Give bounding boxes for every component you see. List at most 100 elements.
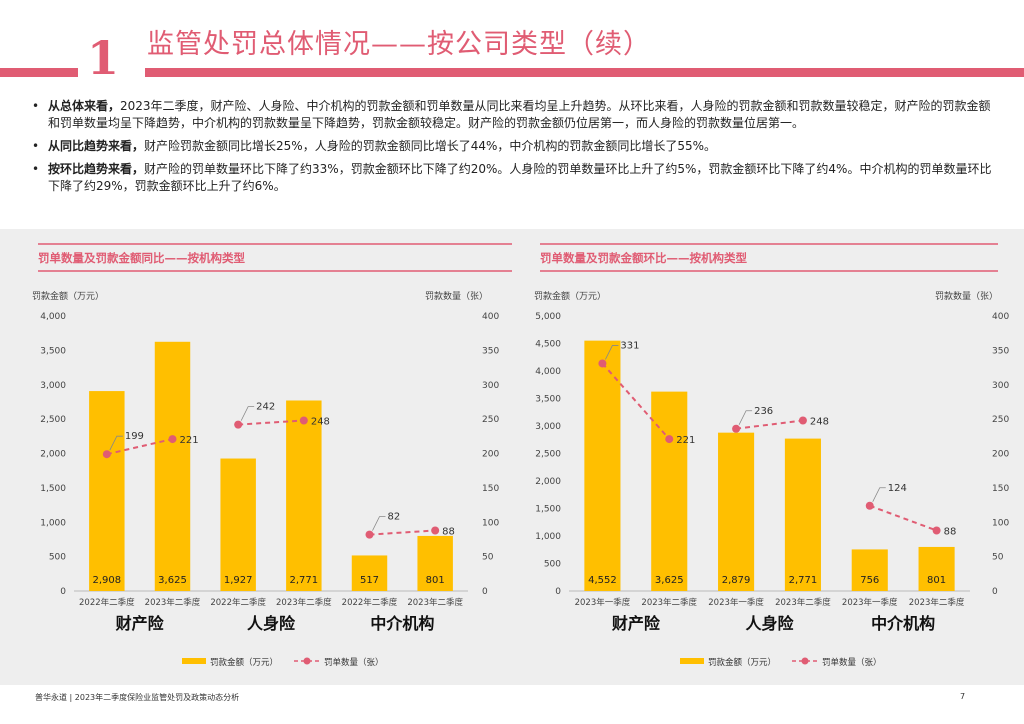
chart2-x-tick-label: 2023年二季度	[909, 597, 965, 608]
chart1-legend-line-marker	[303, 657, 311, 665]
chart1-bar	[220, 458, 256, 591]
chart2-line-point	[732, 424, 741, 433]
chart1-y2-tick-label: 0	[482, 587, 488, 597]
chart2-y-tick-label: 4,500	[535, 340, 561, 350]
chart1-line-point	[299, 416, 308, 425]
chart1-y2-tick-label: 200	[482, 450, 499, 460]
chart2-bar-value-label: 801	[927, 575, 946, 586]
page-number: 7	[960, 692, 966, 701]
chart2-y-tick-label: 4,000	[535, 367, 561, 377]
chart2-x-tick-label: 2023年二季度	[775, 597, 831, 608]
chart1-legend-bar-swatch	[182, 658, 206, 664]
chart2-y2-tick-label: 250	[992, 415, 1009, 425]
chart2-bar	[851, 549, 888, 591]
chart2-line-point	[798, 416, 807, 425]
chart2-x-tick-label: 2023年一季度	[575, 597, 631, 608]
chart1-line-point	[365, 530, 374, 539]
chart2-legend-bar-swatch	[680, 658, 704, 664]
chart2-line-point	[932, 526, 941, 535]
chart1-y2-tick-label: 300	[482, 381, 499, 391]
chart2-y-tick-label: 0	[555, 587, 561, 597]
chart2-bar-value-label: 2,879	[722, 575, 751, 586]
chart1-group-label: 人身险	[247, 614, 296, 633]
header-accent-bar-right	[145, 68, 1024, 77]
chart2-y-tick-label: 1,500	[535, 505, 561, 515]
chart2-line-label-leader	[605, 345, 619, 360]
chart2-x-tick-label: 2023年一季度	[708, 597, 764, 608]
chart1-bar	[154, 341, 191, 591]
chart1-line-label-leader	[109, 435, 123, 451]
bullet-lead: 从同比趋势来看，	[48, 139, 145, 153]
chart2-line-value-label: 248	[810, 417, 829, 428]
chart1-bar-value-label: 1,927	[224, 575, 253, 586]
chart2-y-tick-label: 500	[544, 560, 561, 570]
chart1-legend-line-label: 罚单数量（张）	[324, 657, 384, 668]
chart2-y-tick-label: 3,500	[535, 395, 561, 405]
chart2-line-point	[665, 435, 674, 444]
chart1-bar-value-label: 2,908	[93, 575, 122, 586]
chart2-bar	[584, 340, 621, 591]
chart1-bar-value-label: 2,771	[290, 575, 319, 586]
chart2-line-segment	[735, 419, 804, 430]
chart1-line-value-label: 221	[180, 435, 199, 446]
chart2-y2-tick-label: 350	[992, 346, 1009, 356]
chart1-y-tick-label: 0	[60, 587, 66, 597]
chart2-y-axis-title: 罚款金额（万元）	[534, 290, 606, 302]
bullet-item: 按环比趋势来看，财产险的罚单数量环比下降了约33%，罚款金额环比下降了约20%。…	[30, 161, 996, 195]
chart1-x-tick-label: 2022年二季度	[79, 597, 135, 608]
chart2-bar	[718, 432, 755, 591]
chart2-y-tick-label: 2,000	[535, 477, 561, 487]
chart2-y2-tick-label: 50	[992, 553, 1004, 563]
chart1-bar	[351, 555, 388, 591]
chart1-x-tick-label: 2022年二季度	[210, 597, 266, 608]
chart2-line-value-label: 221	[676, 435, 695, 446]
chart1-x-tick-label: 2023年二季度	[145, 597, 201, 608]
chart2-y-tick-label: 3,000	[535, 422, 561, 432]
bullet-text: 财产险罚款金额同比增长25%，人身险的罚款金额同比增长了44%，中介机构的罚款金…	[144, 139, 717, 153]
chart2-line-value-label: 124	[888, 483, 907, 494]
charts-panel: 罚单数量及罚款金额同比——按机构类型 罚款金额（万元） 罚款数量（张） 0 500 1,0…	[0, 229, 1024, 685]
chart2-bar	[784, 438, 821, 591]
chart2-legend-line-label: 罚单数量（张）	[822, 657, 882, 668]
chart2-y2-tick-label: 0	[992, 587, 998, 597]
chart2-line-point	[865, 501, 874, 510]
chart1-legend-bar-label: 罚款金额（万元）	[210, 657, 278, 668]
chart2-title: 罚单数量及罚款金额环比——按机构类型	[540, 251, 747, 265]
chart1-y2-tick-label: 50	[482, 553, 494, 563]
chart1-bar	[89, 391, 125, 591]
chart1-y-tick-label: 3,000	[40, 381, 66, 391]
chart1-bar	[286, 400, 322, 591]
chart1-line-value-label: 199	[125, 431, 144, 442]
header-accent-bar-left	[0, 68, 78, 77]
chart2-y2-axis-title: 罚款数量（张）	[935, 290, 998, 302]
chart1-bar	[417, 535, 453, 591]
chart1-line-value-label: 82	[388, 512, 401, 523]
chart2-line-value-label: 236	[754, 406, 773, 417]
chart2-y2-tick-label: 300	[992, 381, 1009, 391]
chart2-x-tick-label: 2023年二季度	[641, 597, 697, 608]
chart2-legend-line-marker	[801, 657, 809, 665]
chart2-line-label-leader	[738, 410, 753, 425]
chart2-y2-tick-label: 400	[992, 312, 1009, 322]
chart1-y-tick-label: 2,000	[40, 450, 66, 460]
chart2-bar-value-label: 4,552	[588, 575, 617, 586]
chart1-y-tick-label: 500	[49, 553, 66, 563]
chart2-line-value-label: 88	[944, 527, 957, 538]
chart2-bar-value-label: 3,625	[655, 575, 684, 586]
chart1-line-value-label: 248	[311, 417, 330, 428]
chart2-bar	[651, 391, 688, 591]
chart1-title: 罚单数量及罚款金额同比——按机构类型	[38, 251, 245, 265]
chart2-legend-bar-label: 罚款金额（万元）	[708, 657, 776, 668]
chart1-group-label: 中介机构	[370, 614, 434, 633]
bullet-lead: 按环比趋势来看，	[48, 162, 145, 176]
chart1-line-value-label: 242	[256, 402, 275, 413]
chart2-bar	[918, 546, 955, 591]
chart2-y-tick-label: 1,000	[535, 532, 561, 542]
chart2-y2-tick-label: 100	[992, 518, 1009, 528]
chart1-y2-tick-label: 100	[482, 518, 499, 528]
chart1-line-point	[102, 450, 111, 459]
chart1-y2-tick-label: 400	[482, 312, 499, 322]
bullet-text: 2023年二季度，财产险、人身险、中介机构的罚款金额和罚单数量从同比来看均呈上升…	[48, 99, 991, 130]
bullet-lead: 从总体来看，	[48, 99, 121, 113]
chart1-y-tick-label: 2,500	[40, 415, 66, 425]
